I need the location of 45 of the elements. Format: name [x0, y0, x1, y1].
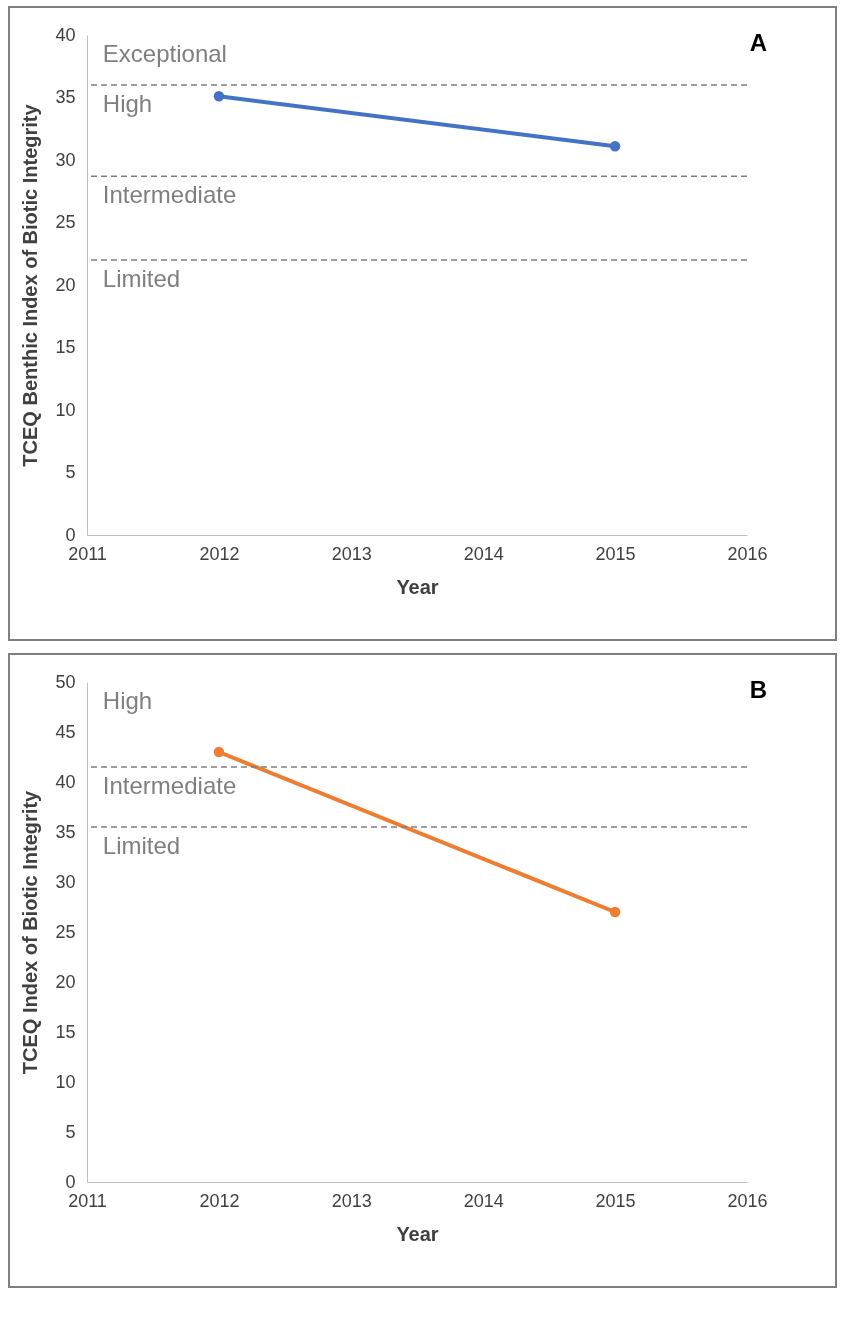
y-tick-label: 40	[55, 771, 76, 792]
y-tick-label: 15	[55, 337, 76, 357]
annotation: Intermediate	[102, 181, 237, 209]
y-tick-label: 40	[55, 24, 76, 45]
x-tick-label: 2015	[595, 543, 636, 564]
x-tick-label: 2012	[199, 1190, 240, 1211]
y-axis-title: TCEQ Index of Biotic Integrity	[19, 789, 42, 1075]
x-tick-label: 2011	[68, 543, 107, 564]
x-tick-label: 2011	[68, 1190, 107, 1211]
x-tick-label: 2014	[463, 543, 504, 564]
x-tick-label: 2014	[463, 1190, 504, 1211]
y-tick-label: 30	[55, 149, 76, 170]
y-tick-label: 30	[55, 871, 76, 892]
x-tick-label: 2013	[331, 543, 372, 564]
annotation: Exceptional	[102, 40, 227, 67]
annotation: High	[102, 687, 153, 714]
y-tick-label: 15	[55, 1021, 76, 1042]
annotation: Limited	[102, 832, 181, 859]
y-tick-label: 45	[55, 721, 76, 742]
y-tick-label: 35	[55, 821, 76, 842]
x-axis-title: Year	[396, 575, 439, 598]
x-tick-label: 2012	[199, 543, 240, 564]
y-tick-label: 10	[55, 1071, 76, 1092]
chart-title: B	[749, 676, 768, 703]
annotation: High	[102, 90, 153, 117]
x-tick-label: 2016	[727, 543, 768, 564]
y-tick-label: 25	[55, 212, 76, 232]
x-axis-title: Year	[396, 1222, 439, 1245]
y-tick-label: 5	[65, 1121, 76, 1142]
x-tick-label: 2016	[727, 1190, 768, 1211]
annotation: Intermediate	[102, 772, 237, 799]
y-tick-label: 50	[55, 671, 76, 692]
y-tick-label: 10	[55, 399, 76, 420]
x-tick-label: 2013	[331, 1190, 372, 1211]
y-tick-label: 25	[55, 921, 76, 942]
y-tick-label: 20	[55, 971, 76, 992]
y-tick-label: 20	[55, 274, 76, 295]
y-tick-label: 5	[65, 462, 76, 482]
y-axis-title: TCEQ Benthic Index of Biotic Integrity	[19, 103, 42, 467]
y-tick-label: 0	[65, 524, 76, 545]
x-tick-label: 2015	[595, 1190, 636, 1211]
y-tick-label: 0	[65, 1171, 76, 1192]
annotation: Limited	[102, 265, 181, 292]
chart-title: A	[749, 29, 768, 56]
y-tick-label: 35	[55, 87, 76, 107]
